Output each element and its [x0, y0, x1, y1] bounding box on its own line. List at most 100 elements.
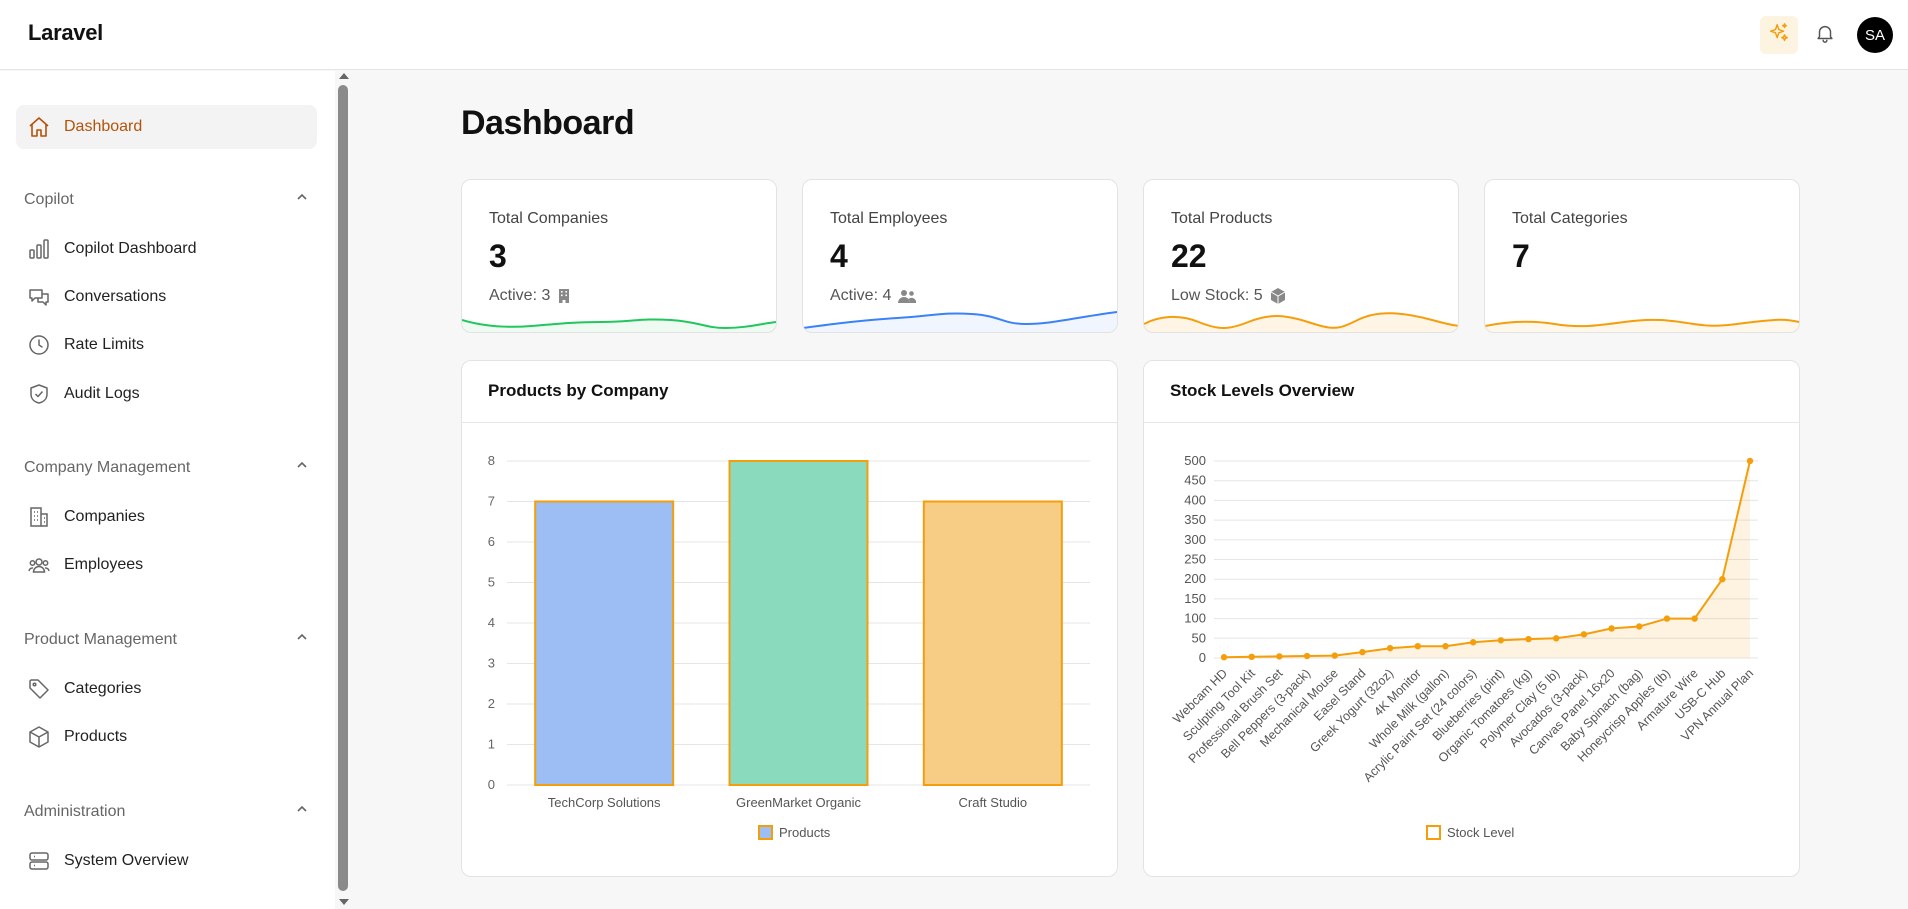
user-avatar[interactable]: SA	[1857, 17, 1893, 53]
stat-title: Total Products	[1171, 210, 1273, 227]
scroll-down-arrow-icon[interactable]	[339, 899, 349, 905]
x-tick-label: GreenMarket Organic	[736, 795, 861, 810]
y-tick-label: 100	[1184, 611, 1206, 626]
section-product-management-header[interactable]: Product Management	[24, 630, 309, 649]
sparkles-icon	[1768, 22, 1790, 49]
home-icon	[26, 114, 52, 140]
stat-title: Total Companies	[489, 210, 609, 227]
x-tick-label: Craft Studio	[959, 795, 1028, 810]
users-icon	[26, 552, 52, 578]
sidebar-item-rate-limits[interactable]: Rate Limits	[16, 323, 317, 367]
sidebar-item-conversations[interactable]: Conversations	[16, 275, 317, 319]
stat-title: Total Employees	[830, 210, 948, 227]
sparkline-categories	[1485, 318, 1799, 332]
data-point	[1608, 625, 1615, 632]
sidebar-item-label: Products	[64, 728, 128, 745]
building-icon	[26, 504, 52, 530]
sidebar-item-system-overview[interactable]: System Overview	[16, 839, 317, 883]
sidebar-item-categories[interactable]: Categories	[16, 667, 317, 711]
data-point	[1497, 637, 1505, 644]
stat-subtext: Active: 4	[830, 287, 917, 305]
sidebar-item-label: Employees	[64, 556, 144, 573]
data-point	[1580, 631, 1588, 638]
ai-assistant-button[interactable]	[1760, 16, 1798, 54]
legend-swatch	[1426, 825, 1441, 840]
stat-sub-label: Low Stock: 5	[1171, 287, 1263, 304]
top-bar: Laravel SA	[0, 0, 1908, 70]
stat-title: Total Categories	[1512, 210, 1628, 227]
y-tick-label: 500	[1184, 453, 1206, 468]
stat-card-categories: Total Categories 7	[1484, 179, 1800, 333]
stat-value: 3	[489, 238, 507, 274]
sidebar-scrollbar[interactable]	[336, 71, 350, 909]
legend-label: Stock Level	[1447, 825, 1514, 840]
sparkline-products	[1144, 312, 1458, 332]
data-point	[1331, 652, 1338, 659]
stat-sub-label: Active: 4	[830, 287, 892, 304]
chevron-up-icon	[295, 190, 309, 209]
section-title: Company Management	[24, 458, 191, 476]
chat-icon	[26, 284, 52, 310]
y-tick-label: 5	[488, 575, 495, 590]
server-icon	[26, 848, 52, 874]
sidebar-item-dashboard[interactable]: Dashboard	[16, 105, 317, 149]
y-tick-label: 450	[1184, 473, 1206, 488]
data-point	[1525, 635, 1532, 643]
products-by-company-card: Products by Company 0 1 2 3 4 5 6 7 8 TechCorp So…	[461, 360, 1118, 877]
y-tick-label: 6	[488, 534, 495, 549]
y-tick-label: 50	[1192, 630, 1206, 645]
shield-check-icon	[26, 381, 52, 407]
brand-logo[interactable]: Laravel	[28, 20, 103, 45]
sidebar-item-label: Conversations	[64, 288, 167, 305]
scroll-up-arrow-icon[interactable]	[339, 73, 349, 79]
section-title: Product Management	[24, 630, 177, 648]
data-point	[1248, 653, 1255, 661]
stat-value: 4	[830, 238, 848, 274]
y-tick-label: 4	[488, 615, 495, 630]
sidebar-item-products[interactable]: Products	[16, 715, 317, 759]
sparkline-employees	[803, 311, 1117, 332]
bar	[728, 460, 869, 786]
section-title: Copilot	[24, 190, 74, 208]
sidebar-item-audit-logs[interactable]: Audit Logs	[16, 372, 317, 416]
chevron-up-icon	[295, 802, 309, 821]
data-point	[1276, 653, 1283, 660]
data-point	[1359, 648, 1366, 656]
y-tick-label: 7	[488, 494, 495, 509]
notifications-button[interactable]	[1806, 16, 1844, 54]
data-point	[1719, 576, 1726, 583]
chevron-up-icon	[295, 458, 309, 477]
stat-card-employees: Total Employees 4 Active: 4	[802, 179, 1118, 333]
data-point	[1553, 635, 1560, 642]
data-point	[1386, 644, 1394, 652]
cube-solid-icon	[1269, 287, 1287, 305]
data-point	[1636, 623, 1643, 630]
cube-icon	[26, 724, 52, 750]
section-title: Administration	[24, 802, 126, 820]
sidebar-item-copilot-dashboard[interactable]: Copilot Dashboard	[16, 227, 317, 271]
y-tick-label: 0	[488, 777, 495, 792]
y-tick-label: 150	[1184, 591, 1206, 606]
stat-sub-label: Active: 3	[489, 287, 551, 304]
section-administration-header[interactable]: Administration	[24, 802, 309, 821]
series-line	[1223, 460, 1751, 659]
y-tick-label: 250	[1184, 552, 1206, 567]
sidebar-item-label: Audit Logs	[64, 385, 140, 402]
users-solid-icon	[897, 288, 917, 304]
section-company-management-header[interactable]: Company Management	[24, 458, 309, 477]
section-copilot-header[interactable]: Copilot	[24, 190, 309, 209]
clock-icon	[26, 332, 52, 358]
stat-card-companies: Total Companies 3 Active: 3	[461, 179, 777, 333]
scroll-thumb[interactable]	[338, 85, 348, 891]
chevron-up-icon	[295, 630, 309, 649]
data-point	[1442, 642, 1449, 650]
sparkline-companies	[462, 318, 776, 332]
sidebar-item-companies[interactable]: Companies	[16, 495, 317, 539]
divider	[462, 422, 1117, 423]
x-tick-label: TechCorp Solutions	[548, 795, 661, 810]
y-tick-label: 300	[1184, 532, 1206, 547]
sidebar-item-label: Rate Limits	[64, 336, 145, 353]
y-tick-label: 350	[1184, 512, 1206, 527]
sidebar-item-employees[interactable]: Employees	[16, 543, 317, 587]
bar	[922, 500, 1063, 786]
